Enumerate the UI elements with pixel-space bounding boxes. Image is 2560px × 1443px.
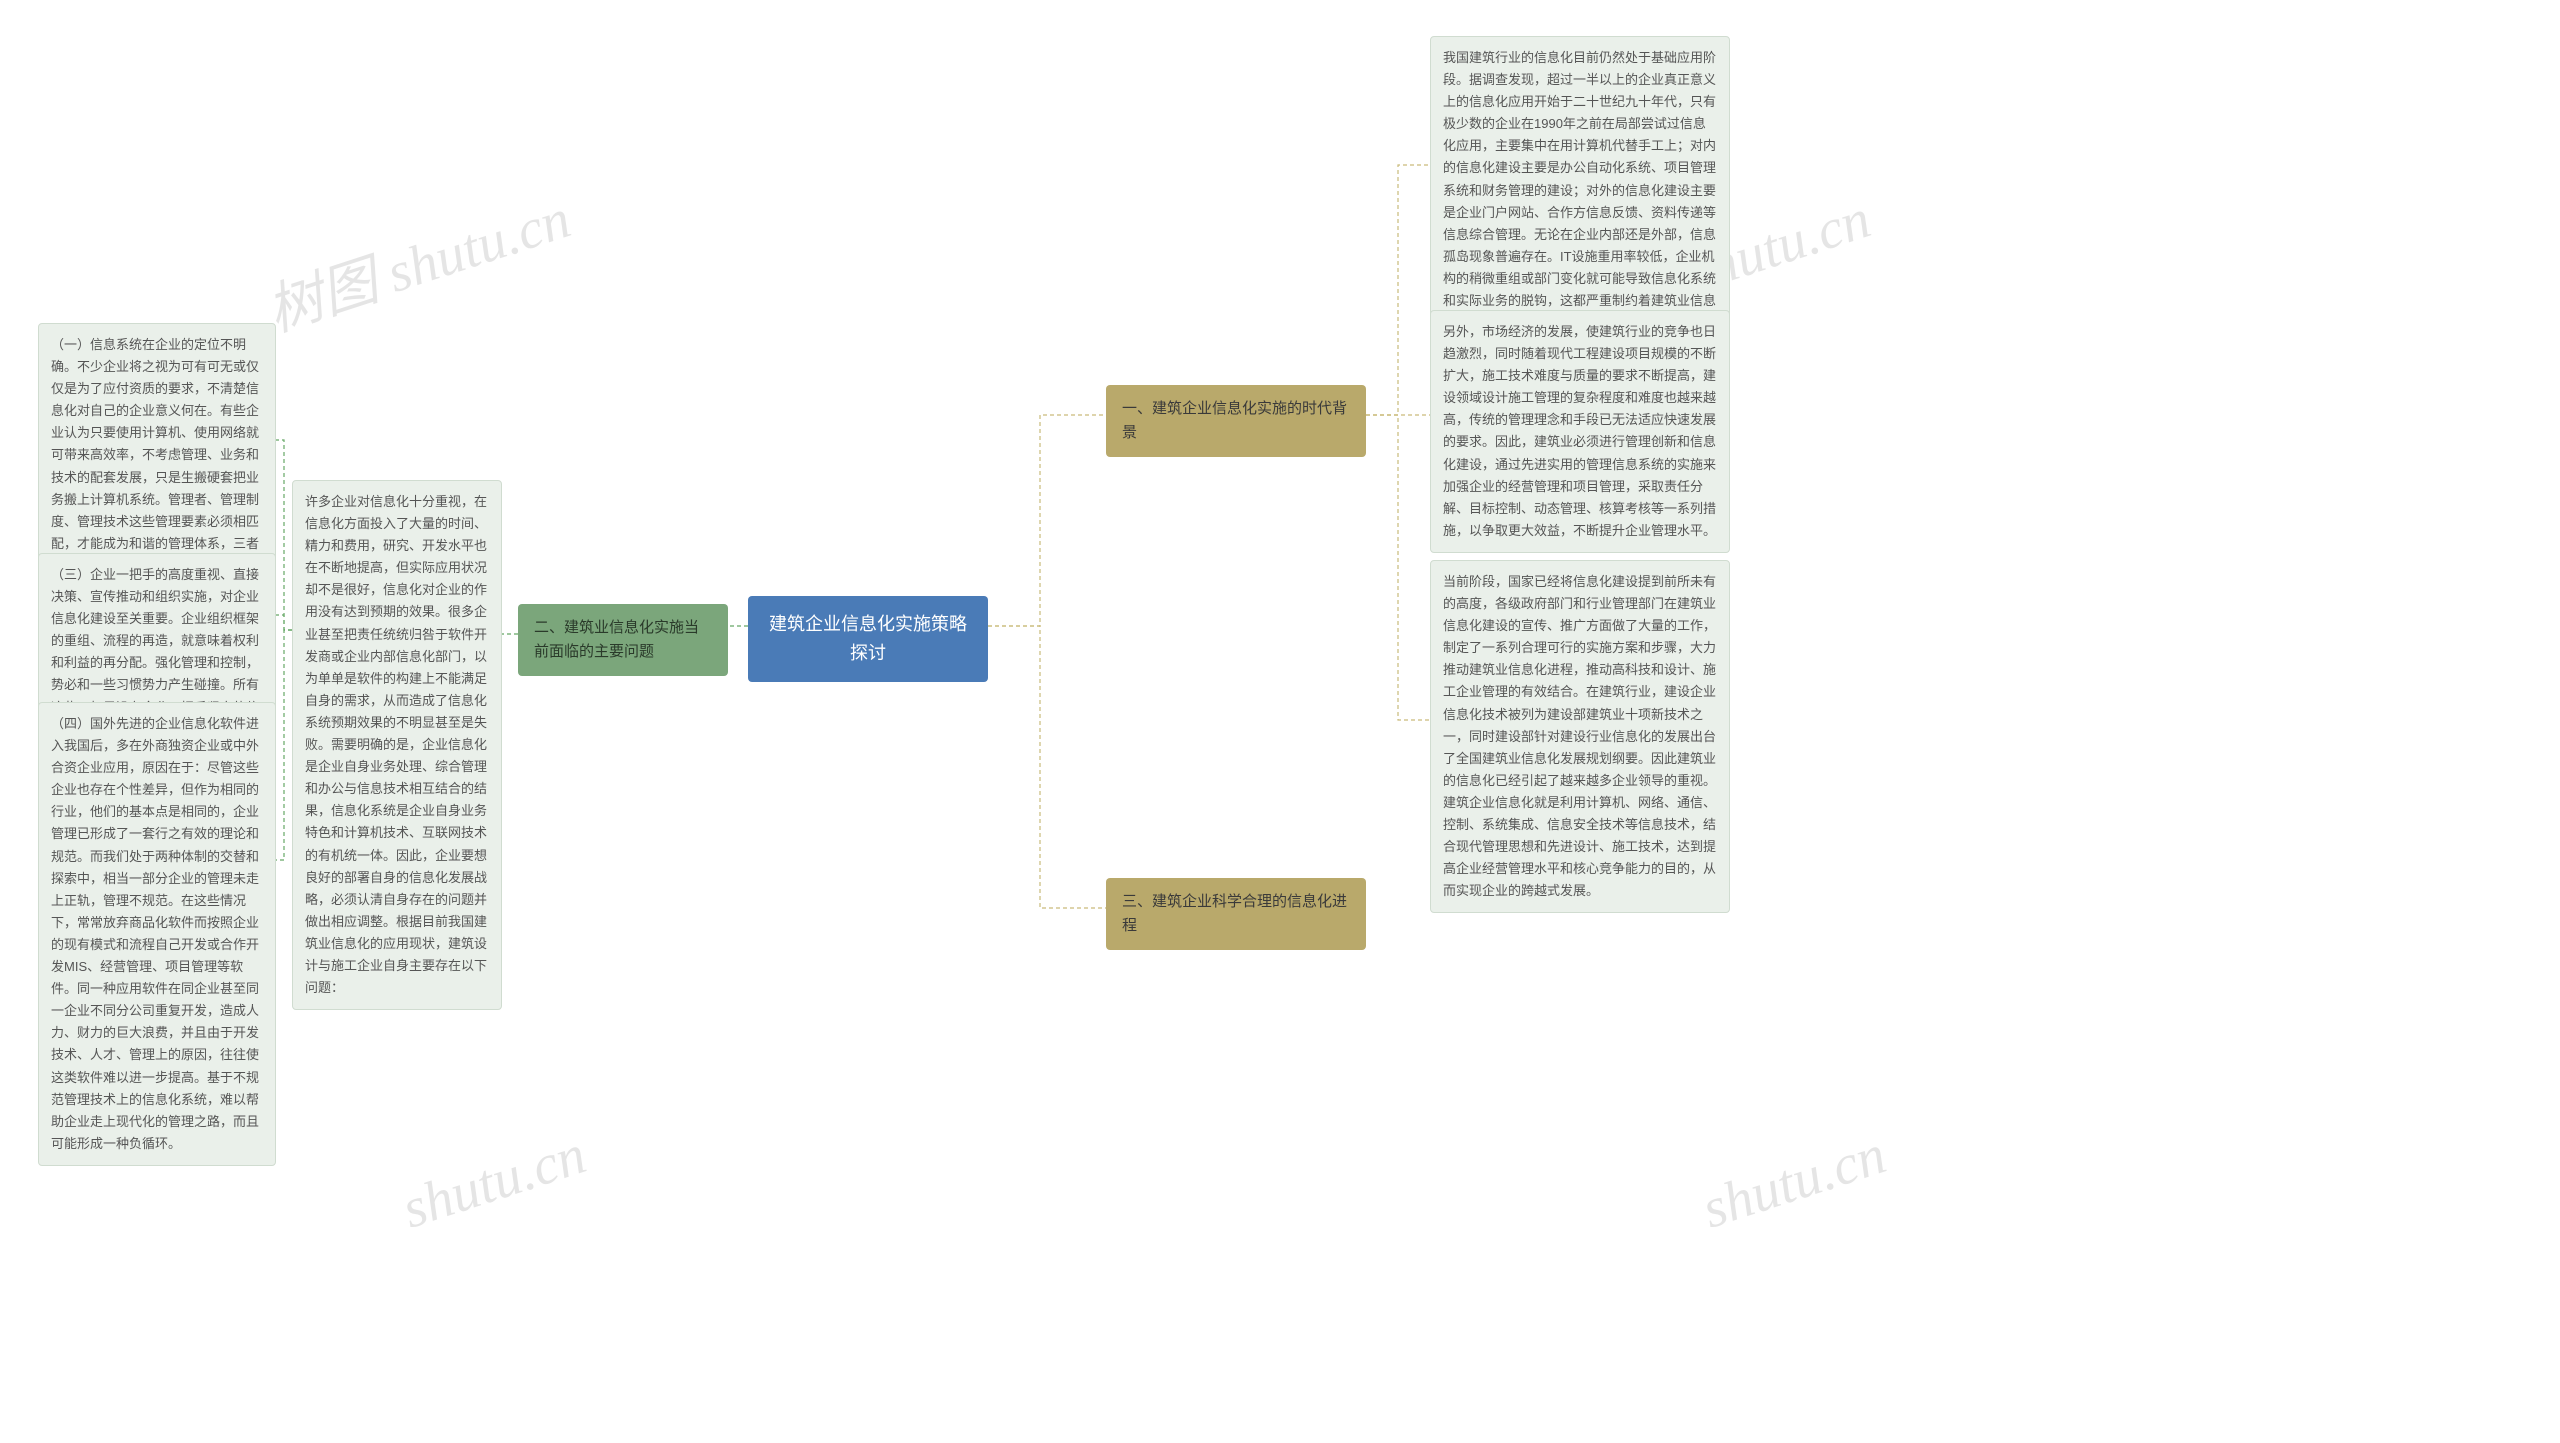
connector bbox=[276, 615, 292, 630]
watermark: shutu.cn bbox=[1695, 1122, 1894, 1241]
connector bbox=[276, 630, 292, 860]
leaf-text: 许多企业对信息化十分重视，在信息化方面投入了大量的时间、精力和费用，研究、开发水… bbox=[305, 494, 487, 995]
center-title-line2: 探讨 bbox=[768, 639, 968, 668]
watermark: shutu.cn bbox=[395, 1122, 594, 1241]
branch-1-node[interactable]: 一、建筑企业信息化实施的时代背景 bbox=[1106, 385, 1366, 457]
connector bbox=[1366, 415, 1430, 720]
branch-3-node[interactable]: 三、建筑企业科学合理的信息化进程 bbox=[1106, 878, 1366, 950]
connector bbox=[988, 626, 1106, 908]
connector bbox=[1366, 165, 1430, 415]
leaf-text: 当前阶段，国家已经将信息化建设提到前所未有的高度，各级政府部门和行业管理部门在建… bbox=[1443, 574, 1716, 898]
branch-1-leaf-1[interactable]: 我国建筑行业的信息化目前仍然处于基础应用阶段。据调查发现，超过一半以上的企业真正… bbox=[1430, 36, 1730, 345]
watermark: 树图 shutu.cn bbox=[255, 173, 579, 347]
center-title-line1: 建筑企业信息化实施策略 bbox=[768, 610, 968, 639]
branch-2-leaf-4[interactable]: （四）国外先进的企业信息化软件进入我国后，多在外商独资企业或中外合资企业应用，原… bbox=[38, 702, 276, 1166]
branch-1-leaf-3[interactable]: 当前阶段，国家已经将信息化建设提到前所未有的高度，各级政府部门和行业管理部门在建… bbox=[1430, 560, 1730, 913]
leaf-text: 我国建筑行业的信息化目前仍然处于基础应用阶段。据调查发现，超过一半以上的企业真正… bbox=[1443, 50, 1716, 330]
branch-1-leaf-2[interactable]: 另外，市场经济的发展，使建筑行业的竞争也日趋激烈，同时随着现代工程建设项目规模的… bbox=[1430, 310, 1730, 553]
branch-2-label: 二、建筑业信息化实施当前面临的主要问题 bbox=[534, 619, 699, 660]
branch-2-node[interactable]: 二、建筑业信息化实施当前面临的主要问题 bbox=[518, 604, 728, 676]
connector bbox=[988, 415, 1106, 626]
connector bbox=[276, 440, 292, 630]
center-node[interactable]: 建筑企业信息化实施策略 探讨 bbox=[748, 596, 988, 682]
leaf-text: 另外，市场经济的发展，使建筑行业的竞争也日趋激烈，同时随着现代工程建设项目规模的… bbox=[1443, 324, 1716, 538]
branch-2-intro-leaf[interactable]: 许多企业对信息化十分重视，在信息化方面投入了大量的时间、精力和费用，研究、开发水… bbox=[292, 480, 502, 1010]
branch-3-label: 三、建筑企业科学合理的信息化进程 bbox=[1122, 893, 1347, 934]
branch-1-label: 一、建筑企业信息化实施的时代背景 bbox=[1122, 400, 1347, 441]
leaf-text: （四）国外先进的企业信息化软件进入我国后，多在外商独资企业或中外合资企业应用，原… bbox=[51, 716, 259, 1151]
